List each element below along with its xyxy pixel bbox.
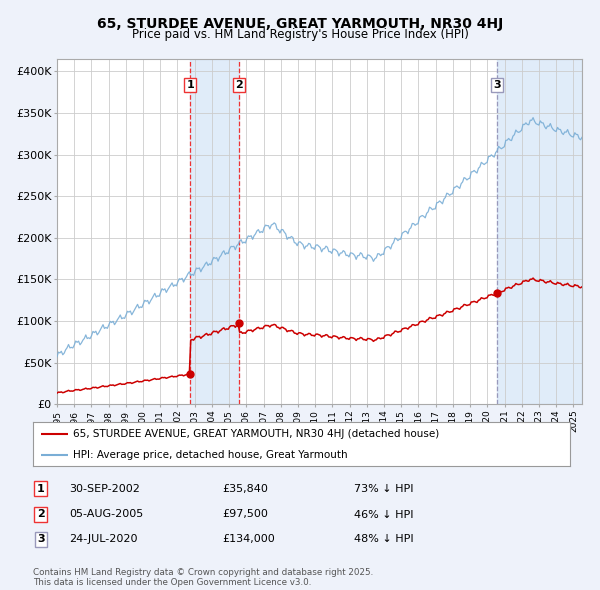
Text: £134,000: £134,000 [222,535,275,544]
Bar [497,59,582,404]
Text: 2: 2 [235,80,243,90]
Text: Price paid vs. HM Land Registry's House Price Index (HPI): Price paid vs. HM Land Registry's House … [131,28,469,41]
Text: 1: 1 [187,80,194,90]
Text: 05-AUG-2005: 05-AUG-2005 [69,510,143,519]
Text: 24-JUL-2020: 24-JUL-2020 [69,535,137,544]
Text: £35,840: £35,840 [222,484,268,493]
Text: 73% ↓ HPI: 73% ↓ HPI [354,484,413,493]
Text: 46% ↓ HPI: 46% ↓ HPI [354,510,413,519]
Bar [190,59,239,404]
Text: HPI: Average price, detached house, Great Yarmouth: HPI: Average price, detached house, Grea… [73,450,348,460]
Text: 30-SEP-2002: 30-SEP-2002 [69,484,140,493]
Text: 2: 2 [37,510,44,519]
Text: 1: 1 [37,484,44,493]
Text: £97,500: £97,500 [222,510,268,519]
Text: 65, STURDEE AVENUE, GREAT YARMOUTH, NR30 4HJ: 65, STURDEE AVENUE, GREAT YARMOUTH, NR30… [97,17,503,31]
Text: 65, STURDEE AVENUE, GREAT YARMOUTH, NR30 4HJ (detached house): 65, STURDEE AVENUE, GREAT YARMOUTH, NR30… [73,429,440,439]
Text: 3: 3 [37,535,44,544]
Text: 48% ↓ HPI: 48% ↓ HPI [354,535,413,544]
Text: 3: 3 [493,80,500,90]
Text: Contains HM Land Registry data © Crown copyright and database right 2025.
This d: Contains HM Land Registry data © Crown c… [33,568,373,587]
